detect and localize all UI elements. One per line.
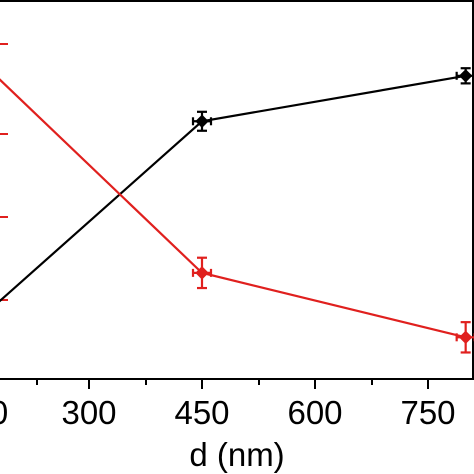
series-layer [0, 67, 474, 354]
x-tick-label: 750 [400, 394, 455, 431]
data-point-marker [195, 114, 209, 128]
x-tick-label: 450 [174, 394, 229, 431]
series-line [0, 78, 466, 339]
x-axis-ticks [36, 379, 429, 389]
plot-frame [0, 0, 474, 380]
series-line [0, 74, 466, 303]
series-1 [0, 78, 474, 354]
x-tick-label: 0 [0, 394, 8, 431]
data-point-marker [458, 69, 473, 83]
series-0 [0, 67, 474, 303]
x-tick-label: 300 [61, 394, 116, 431]
x-tick-label: 600 [287, 394, 342, 431]
data-point-marker [458, 330, 473, 345]
x-axis-tick-labels: 0 300 450 600 750 [0, 394, 456, 431]
data-point-marker [195, 266, 209, 280]
x-axis-title: d (nm) [189, 436, 284, 473]
